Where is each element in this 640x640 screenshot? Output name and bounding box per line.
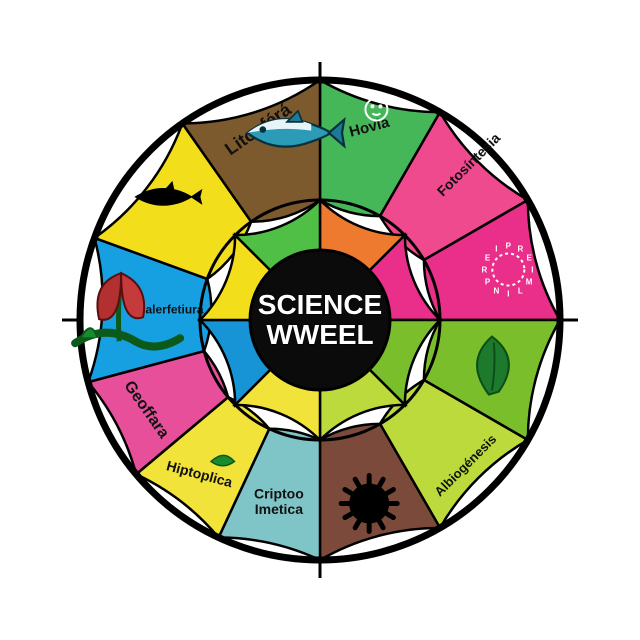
svg-text:I: I <box>507 290 509 299</box>
svg-text:L: L <box>518 286 523 295</box>
svg-text:N: N <box>493 286 499 295</box>
svg-text:I: I <box>495 245 497 254</box>
svg-text:P: P <box>485 278 491 287</box>
svg-text:R: R <box>517 245 523 254</box>
svg-text:I: I <box>531 266 533 275</box>
svg-text:R: R <box>481 266 487 275</box>
svg-text:E: E <box>485 254 491 263</box>
center-title-line2: WWEEL <box>266 319 373 350</box>
svg-text:M: M <box>526 278 533 287</box>
slice-label: Halerfetiura <box>137 302 204 316</box>
center-title-line1: SCIENCE <box>258 289 382 320</box>
slice-label: CriptooImetica <box>254 485 304 516</box>
svg-text:E: E <box>526 254 532 263</box>
svg-text:P: P <box>506 242 512 251</box>
science-wheel-diagram: HoviaFotosíntesiaAlbiogénesisCriptooImet… <box>0 0 640 640</box>
